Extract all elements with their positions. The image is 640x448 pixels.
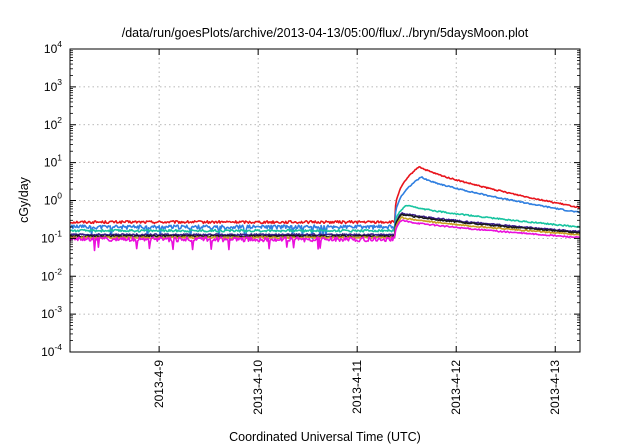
- series-line: [69, 204, 581, 233]
- series-line: [69, 219, 581, 252]
- y-tick-label: 102: [44, 115, 62, 132]
- y-tick-label: 10-3: [41, 304, 62, 321]
- x-tick-label: 2013-4-12: [449, 360, 463, 415]
- grid: [70, 49, 580, 352]
- series-line: [69, 165, 581, 225]
- series-line: [69, 216, 581, 240]
- y-axis-label: cGy/day: [17, 176, 31, 223]
- series-line: [70, 212, 581, 237]
- y-tick-label: 10-2: [41, 266, 62, 283]
- y-tick-label: 10-4: [41, 342, 62, 359]
- x-axis-label: Coordinated Universal Time (UTC): [229, 430, 421, 444]
- x-tick-label: 2013-4-13: [548, 360, 562, 415]
- series-layer: [69, 165, 581, 252]
- y-tick-label: 10-1: [41, 228, 62, 245]
- x-tick-label: 2013-4-10: [251, 360, 265, 415]
- x-tick-label: 2013-4-11: [350, 360, 364, 414]
- y-tick-label: 100: [44, 191, 62, 208]
- y-tick-label: 103: [44, 77, 62, 94]
- ticks: 10-4 10-3 10-2 10-1 100 101 102 103 104 2013-4-9 2…: [41, 39, 580, 415]
- chart-title: /data/run/goesPlots/archive/2013-04-13/0…: [122, 26, 529, 40]
- x-tick-label: 2013-4-9: [152, 360, 166, 408]
- y-tick-label: 104: [44, 39, 62, 56]
- series-line: [69, 176, 581, 240]
- y-tick-label: 101: [44, 153, 62, 170]
